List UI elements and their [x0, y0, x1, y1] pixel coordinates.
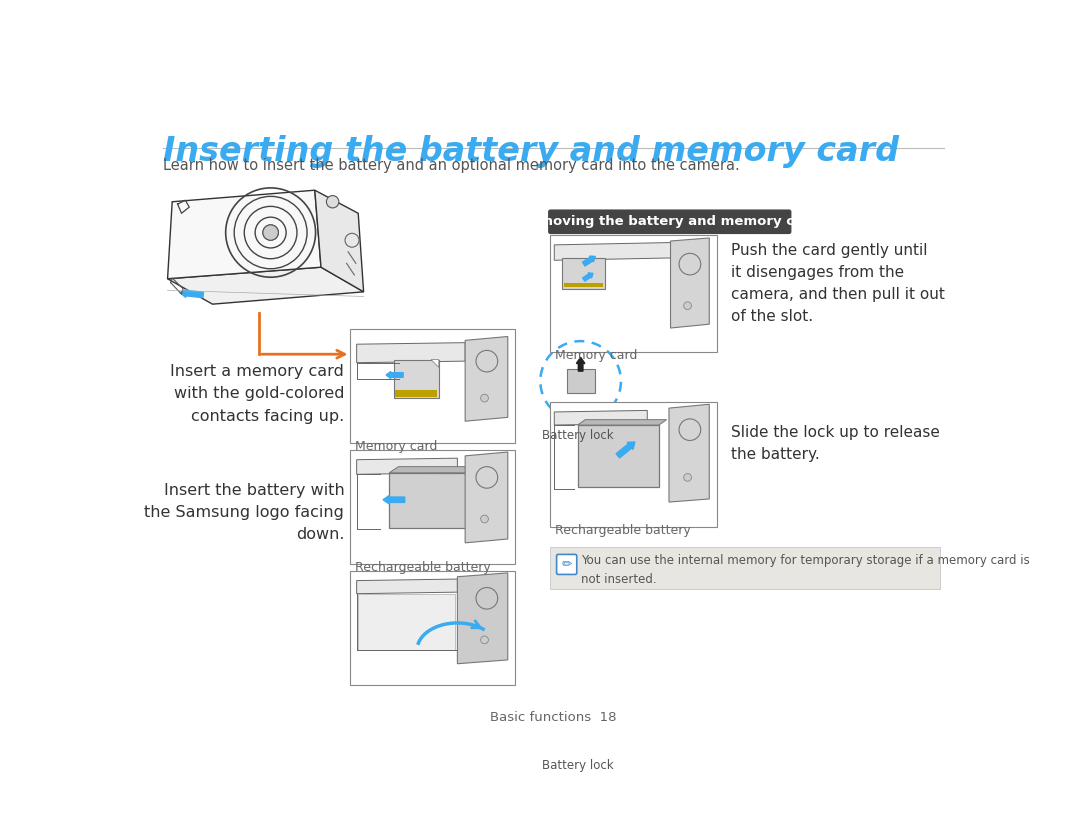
Text: Removing the battery and memory card: Removing the battery and memory card — [521, 215, 820, 228]
Text: Inserting the battery and memory card: Inserting the battery and memory card — [163, 134, 899, 168]
Polygon shape — [389, 467, 484, 473]
Text: Push the card gently until
it disengages from the
camera, and then pull it out
o: Push the card gently until it disengages… — [731, 243, 945, 324]
Bar — [350, 570, 515, 685]
Bar — [394, 359, 438, 398]
Bar — [551, 402, 717, 526]
Text: You can use the internal memory for temporary storage if a memory card is
not in: You can use the internal memory for temp… — [581, 554, 1030, 586]
Bar — [389, 473, 474, 528]
Polygon shape — [167, 190, 321, 279]
Bar — [395, 390, 437, 397]
Circle shape — [481, 636, 488, 644]
FancyBboxPatch shape — [548, 209, 792, 234]
FancyArrow shape — [577, 357, 585, 371]
FancyBboxPatch shape — [556, 554, 577, 575]
FancyArrow shape — [582, 273, 593, 281]
Circle shape — [684, 302, 691, 310]
Bar — [551, 235, 717, 352]
FancyArrow shape — [383, 496, 405, 504]
Polygon shape — [578, 420, 666, 425]
Bar — [564, 283, 603, 287]
Text: Insert the battery with
the Samsung logo facing
down.: Insert the battery with the Samsung logo… — [145, 482, 345, 542]
Polygon shape — [458, 573, 508, 663]
Text: Basic functions  18: Basic functions 18 — [490, 711, 617, 724]
Text: Rechargeable battery: Rechargeable battery — [555, 523, 691, 536]
FancyArrow shape — [387, 372, 403, 378]
Text: Learn how to insert the battery and an optional memory card into the camera.: Learn how to insert the battery and an o… — [163, 158, 740, 173]
FancyArrow shape — [180, 289, 203, 297]
Text: Battery lock: Battery lock — [542, 760, 613, 773]
Bar — [562, 258, 605, 289]
Polygon shape — [167, 267, 364, 304]
Circle shape — [326, 196, 339, 208]
FancyArrow shape — [582, 256, 595, 266]
Polygon shape — [554, 243, 671, 260]
Bar — [578, 425, 659, 487]
Text: Insert a memory card
with the gold-colored
contacts facing up.: Insert a memory card with the gold-color… — [171, 364, 345, 424]
Text: ✏: ✏ — [562, 558, 572, 571]
Polygon shape — [554, 411, 647, 425]
Circle shape — [481, 515, 488, 523]
Polygon shape — [465, 452, 508, 543]
Bar — [567, 369, 595, 394]
Bar — [350, 328, 515, 443]
Polygon shape — [356, 458, 458, 474]
Polygon shape — [474, 467, 484, 528]
Circle shape — [262, 225, 279, 240]
Bar — [551, 547, 941, 589]
Polygon shape — [356, 579, 458, 593]
Bar — [359, 594, 455, 650]
Polygon shape — [671, 238, 710, 328]
Text: Memory card: Memory card — [355, 439, 437, 452]
Text: Slide the lock up to release
the battery.: Slide the lock up to release the battery… — [731, 425, 940, 462]
Text: Memory card: Memory card — [555, 349, 637, 362]
FancyArrow shape — [616, 442, 635, 458]
Polygon shape — [431, 359, 438, 368]
Polygon shape — [356, 342, 465, 363]
Polygon shape — [314, 190, 364, 292]
Circle shape — [684, 474, 691, 482]
Text: Battery lock: Battery lock — [542, 429, 613, 442]
Circle shape — [481, 394, 488, 402]
Polygon shape — [465, 337, 508, 421]
Bar — [350, 450, 515, 564]
Polygon shape — [669, 404, 710, 502]
Text: Rechargeable battery: Rechargeable battery — [355, 561, 490, 574]
